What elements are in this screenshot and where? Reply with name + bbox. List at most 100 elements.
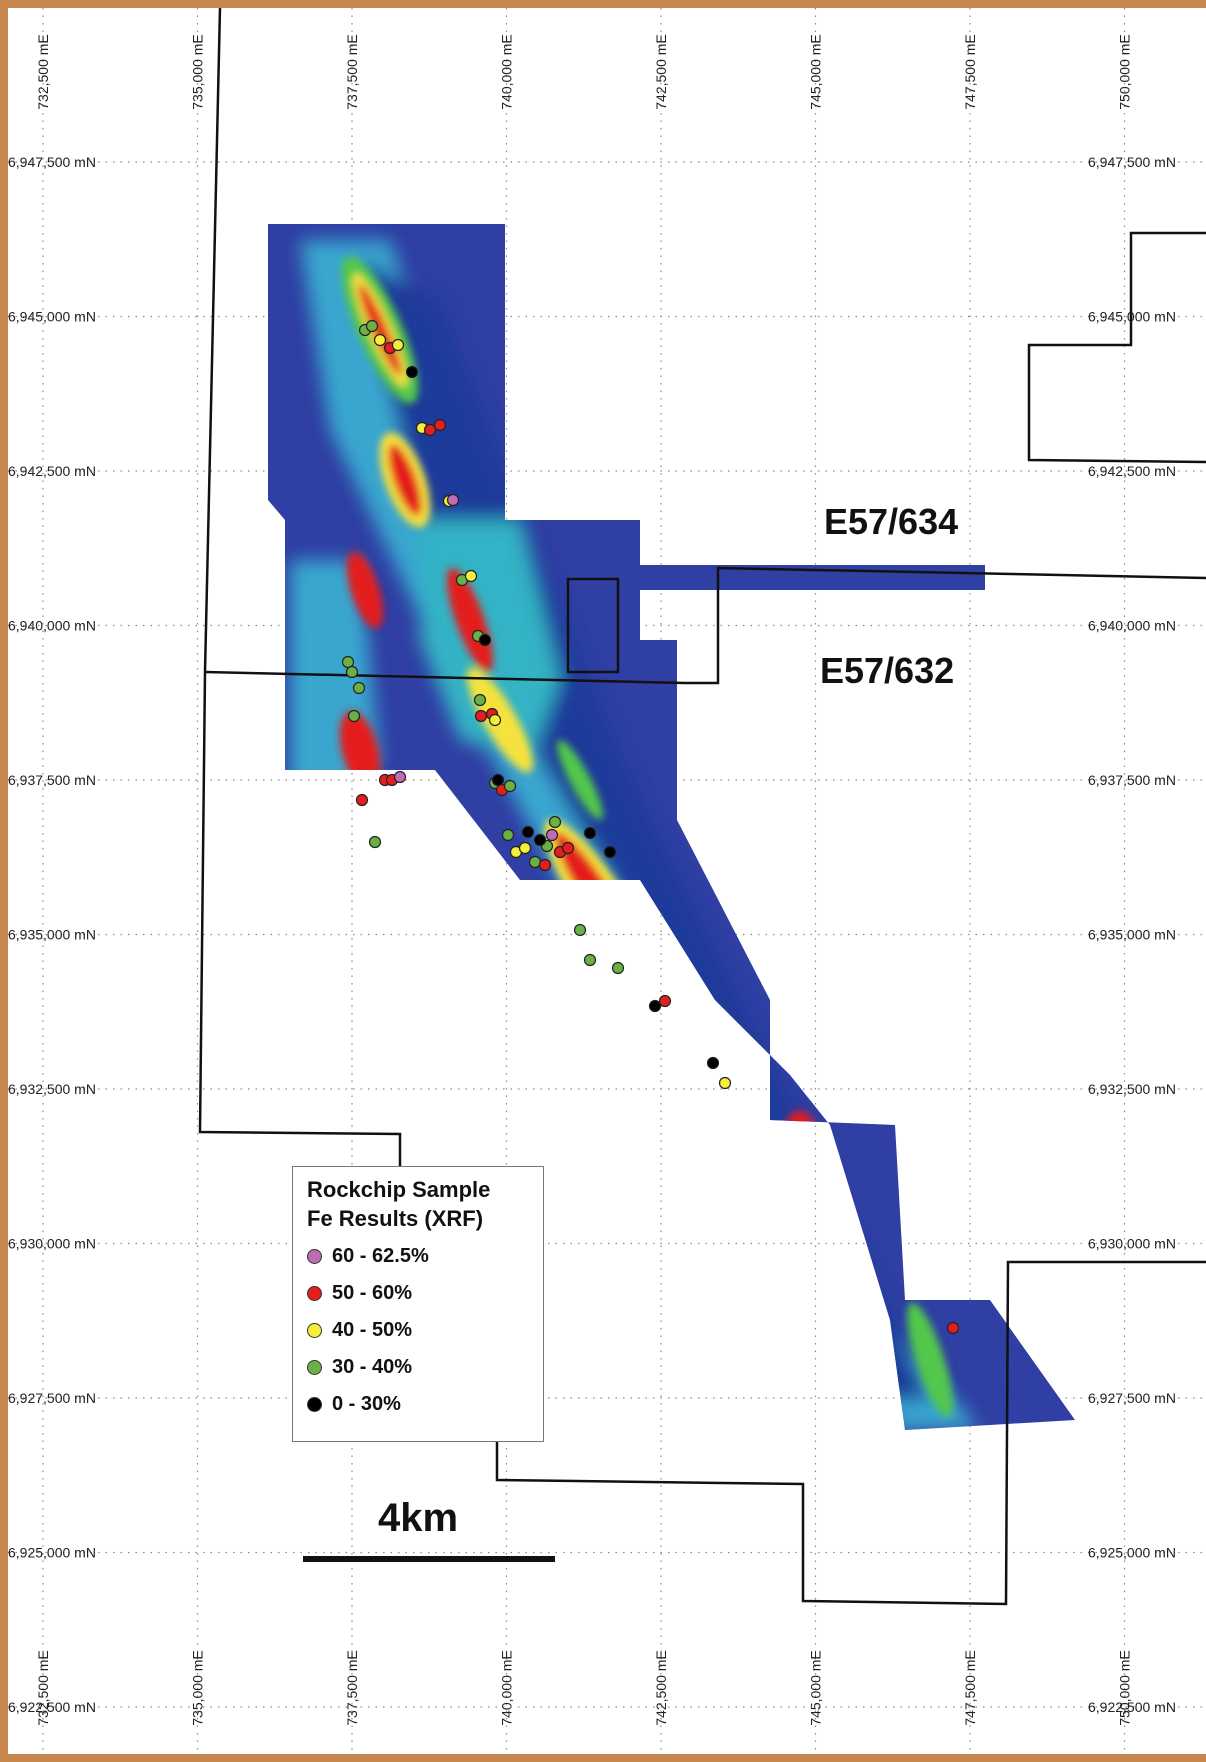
sample-point xyxy=(946,1321,960,1335)
northing-label-left: 6,932,500 mN xyxy=(8,1081,96,1097)
legend-item: 60 - 62.5% xyxy=(307,1242,529,1270)
sample-point xyxy=(521,825,535,839)
sample-point xyxy=(583,953,597,967)
northing-label-right: 6,922,500 mN xyxy=(1088,1699,1176,1715)
sample-point xyxy=(368,835,382,849)
legend-title-line1: Rockchip Sample xyxy=(307,1177,491,1202)
easting-label-top: 750,000 mE xyxy=(1117,34,1133,110)
northing-label-left: 6,935,000 mN xyxy=(8,927,96,943)
easting-label-bottom: 747,500 mE xyxy=(962,1650,978,1726)
northing-label-right: 6,940,000 mN xyxy=(1088,618,1176,634)
sample-point xyxy=(561,841,575,855)
sample-point xyxy=(423,423,437,437)
sample-point xyxy=(706,1056,720,1070)
sample-point xyxy=(355,793,369,807)
sample-point xyxy=(648,999,662,1013)
legend-label: 50 - 60% xyxy=(332,1281,413,1304)
sample-point xyxy=(393,770,407,784)
easting-label-bottom: 742,500 mE xyxy=(653,1650,669,1726)
sample-point xyxy=(473,693,487,707)
sample-point xyxy=(341,655,355,669)
sample-point xyxy=(474,709,488,723)
legend: Rockchip Sample Fe Results (XRF) 60 - 62… xyxy=(292,1166,544,1442)
sample-point xyxy=(548,815,562,829)
northing-label-left: 6,942,500 mN xyxy=(8,463,96,479)
sample-point xyxy=(345,665,359,679)
northing-label-left: 6,925,000 mN xyxy=(8,1545,96,1561)
sample-point xyxy=(391,338,405,352)
legend-item: 50 - 60% xyxy=(307,1279,529,1307)
legend-label: 30 - 40% xyxy=(332,1355,413,1378)
sample-point xyxy=(533,833,547,847)
northing-label-left: 6,922,500 mN xyxy=(8,1699,96,1715)
tenement-label-e57-632: E57/632 xyxy=(820,650,954,691)
legend-swatch-40-50 xyxy=(307,1322,322,1338)
sample-point xyxy=(491,773,505,787)
rockchip-samples xyxy=(341,319,960,1335)
scale-bar-label: 4km xyxy=(378,1496,459,1540)
sample-point xyxy=(464,569,478,583)
easting-label-bottom: 750,000 mE xyxy=(1117,1650,1133,1726)
sample-point xyxy=(478,633,492,647)
northing-label-left: 6,930,000 mN xyxy=(8,1236,96,1252)
northing-label-right: 6,935,000 mN xyxy=(1088,927,1176,943)
sample-point xyxy=(488,713,502,727)
sample-point xyxy=(373,333,387,347)
sample-point xyxy=(352,681,366,695)
northing-label-left: 6,947,500 mN xyxy=(8,154,96,170)
legend-swatch-50-60 xyxy=(307,1285,322,1301)
easting-label-top: 747,500 mE xyxy=(962,34,978,110)
sample-point xyxy=(433,418,447,432)
sample-point xyxy=(545,828,559,842)
tenement-boundaries xyxy=(198,7,1206,1606)
sample-point xyxy=(501,828,515,842)
northing-label-right: 6,927,500 mN xyxy=(1088,1390,1176,1406)
northing-label-left: 6,940,000 mN xyxy=(8,618,96,634)
northing-label-left: 6,945,000 mN xyxy=(8,309,96,325)
easting-label-top: 745,000 mE xyxy=(808,34,824,110)
northing-label-right: 6,942,500 mN xyxy=(1088,463,1176,479)
sample-point xyxy=(503,779,517,793)
northing-label-right: 6,932,500 mN xyxy=(1088,1081,1176,1097)
northing-label-right: 6,947,500 mN xyxy=(1088,154,1176,170)
sample-point xyxy=(365,319,379,333)
sample-point xyxy=(583,826,597,840)
legend-swatch-60-62 xyxy=(307,1248,322,1264)
easting-label-top: 742,500 mE xyxy=(653,34,669,110)
legend-label: 60 - 62.5% xyxy=(332,1244,429,1267)
legend-item: 0 - 30% xyxy=(307,1390,529,1418)
northing-label-right: 6,925,000 mN xyxy=(1088,1545,1176,1561)
northing-label-right: 6,937,500 mN xyxy=(1088,772,1176,788)
sample-point xyxy=(446,493,460,507)
northing-label-left: 6,937,500 mN xyxy=(8,772,96,788)
sample-point xyxy=(538,858,552,872)
legend-item: 40 - 50% xyxy=(307,1316,529,1344)
legend-swatch-0-30 xyxy=(307,1396,322,1412)
easting-label-top: 740,000 mE xyxy=(499,34,515,110)
easting-label-bottom: 740,000 mE xyxy=(499,1650,515,1726)
northing-label-right: 6,930,000 mN xyxy=(1088,1236,1176,1252)
easting-label-top: 737,500 mE xyxy=(344,34,360,110)
easting-label-bottom: 745,000 mE xyxy=(808,1650,824,1726)
sample-point xyxy=(573,923,587,937)
scale-bar xyxy=(303,1556,555,1562)
tenement-label-e57-634: E57/634 xyxy=(824,501,958,542)
legend-label: 40 - 50% xyxy=(332,1318,413,1341)
legend-item: 30 - 40% xyxy=(307,1353,529,1381)
sample-point xyxy=(611,961,625,975)
legend-title-line2: Fe Results (XRF) xyxy=(307,1206,484,1231)
sample-point xyxy=(658,994,672,1008)
easting-label-top: 735,000 mE xyxy=(190,34,206,110)
easting-label-bottom: 737,500 mE xyxy=(344,1650,360,1726)
northing-label-left: 6,927,500 mN xyxy=(8,1390,96,1406)
sample-point xyxy=(718,1076,732,1090)
easting-label-top: 732,500 mE xyxy=(35,34,51,110)
sample-point xyxy=(518,841,532,855)
sample-point xyxy=(405,365,419,379)
legend-swatch-30-40 xyxy=(307,1359,322,1375)
sample-point xyxy=(603,845,617,859)
